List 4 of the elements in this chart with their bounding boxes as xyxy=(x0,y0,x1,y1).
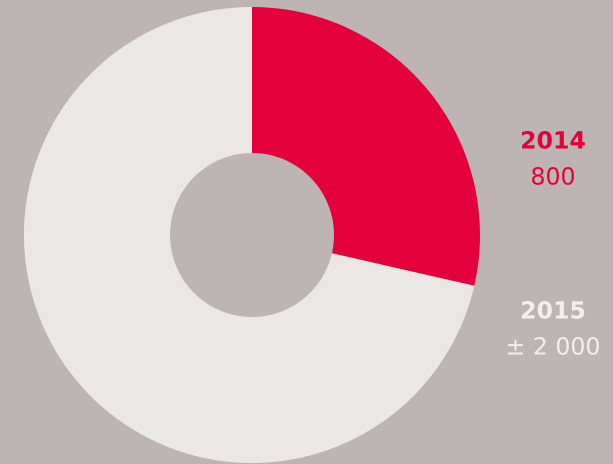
data-label: ± 2 000 xyxy=(508,336,599,355)
data-label: 800 xyxy=(532,166,574,185)
slice-label: 2015 xyxy=(522,300,584,319)
slice-label: 2014 xyxy=(522,130,585,149)
